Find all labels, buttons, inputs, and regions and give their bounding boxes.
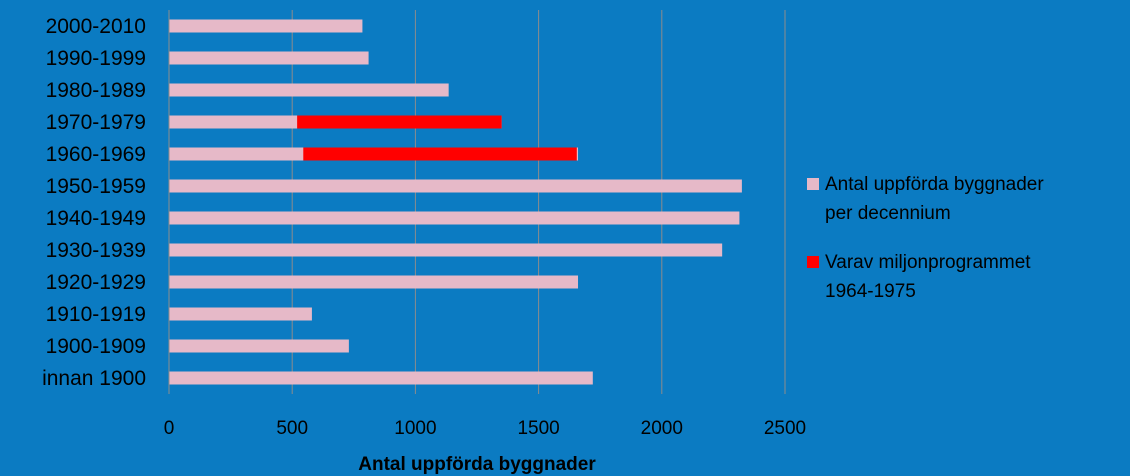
category-label: 1950-1959	[46, 175, 146, 198]
category-labels: 2000-2010 1990-1999 1980-1989 1970-1979 1960…	[42, 15, 146, 390]
legend-swatch	[807, 256, 819, 268]
bar-total	[169, 51, 369, 65]
legend-label-line: 1964-1975	[825, 281, 916, 302]
bar-total	[169, 243, 723, 257]
legend-label: Antal uppförda byggnader per decennium	[825, 174, 1044, 224]
category-label: 1930-1939	[46, 239, 146, 262]
x-tick-label: 1500	[517, 418, 559, 439]
category-label: 1940-1949	[46, 207, 146, 230]
gridlines	[291, 10, 786, 394]
x-tick-label: 2000	[641, 418, 683, 439]
bar-total	[169, 371, 593, 385]
legend-label-line: Antal uppförda byggnader	[825, 174, 1044, 195]
bar-total	[169, 179, 742, 193]
x-tick-label: 500	[276, 418, 308, 439]
bar-total	[169, 83, 449, 97]
category-label: 1990-1999	[46, 47, 146, 70]
x-tick-label: 1000	[394, 418, 436, 439]
category-label: 1920-1929	[46, 271, 146, 294]
category-label: innan 1900	[42, 367, 146, 390]
bar-total	[169, 211, 740, 225]
category-label: 1900-1909	[46, 335, 146, 358]
legend-label: Varav miljonprogrammet 1964-1975	[825, 252, 1031, 302]
tick-labels: 0 500 1000 1500 2000 2500	[164, 418, 806, 439]
bar-total	[169, 19, 363, 33]
legend: Antal uppförda byggnader per decennium Var…	[807, 174, 1044, 302]
bar-miljonprogrammet	[297, 115, 502, 129]
category-label: 2000-2010	[46, 15, 146, 38]
bar-miljonprogrammet	[303, 147, 577, 161]
x-tick-label: 0	[164, 418, 175, 439]
category-label: 1910-1919	[46, 303, 146, 326]
legend-label-line: per decennium	[825, 203, 951, 224]
bar-total	[169, 339, 349, 353]
bars	[169, 19, 742, 385]
category-label: 1980-1989	[46, 79, 146, 102]
x-tick-label: 2500	[764, 418, 806, 439]
x-axis-title: Antal uppförda byggnader	[358, 454, 596, 475]
category-label: 1970-1979	[46, 111, 146, 134]
bar-total	[169, 307, 312, 321]
legend-swatch	[807, 178, 819, 190]
legend-label-line: Varav miljonprogrammet	[825, 252, 1031, 273]
category-label: 1960-1969	[46, 143, 146, 166]
bar-total	[169, 275, 579, 289]
